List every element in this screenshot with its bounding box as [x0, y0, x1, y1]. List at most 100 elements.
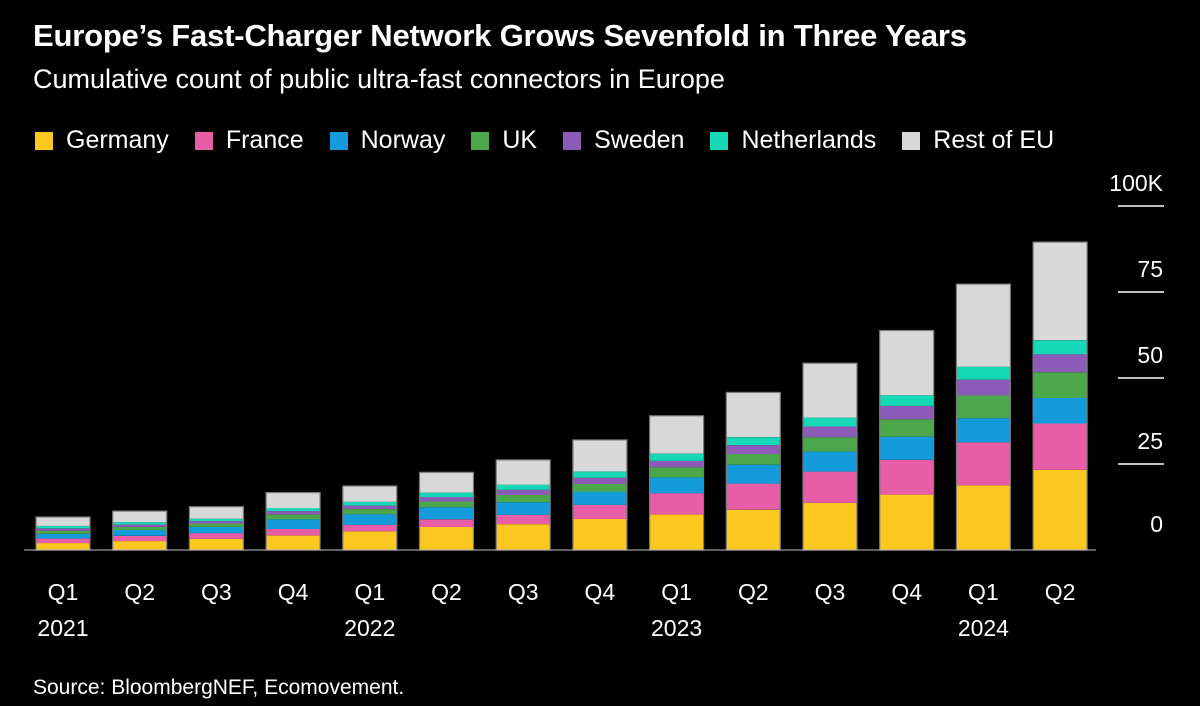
bar-segment-netherlands-8 [649, 453, 704, 461]
bar-segment-france-1 [112, 535, 167, 542]
bar-segment-uk-10 [803, 437, 857, 452]
bar-segment-germany-11 [879, 494, 934, 550]
x-tick-label-2: Q3 [201, 579, 232, 605]
bar-segment-uk-12 [956, 395, 1011, 419]
y-tick-label-0: 100K [1109, 170, 1163, 196]
bar-segment-netherlands-5 [419, 492, 474, 498]
bar-segment-rest-of-eu-4 [342, 486, 397, 502]
legend-swatch-rest-of-eu [902, 131, 921, 150]
x-tick-label-6: Q3 [508, 579, 539, 605]
x-tick-label-8: Q1 [661, 579, 692, 605]
bar-segment-sweden-8 [649, 460, 704, 468]
bar-segment-rest-of-eu-5 [419, 472, 474, 493]
bar-segment-france-3 [266, 529, 321, 536]
bar-segment-netherlands-13 [1033, 340, 1088, 355]
legend-swatch-sweden [563, 131, 582, 150]
bar-segment-uk-13 [1033, 372, 1088, 398]
x-year-label-2023: 2023 [651, 615, 702, 641]
legend-item-sweden: Sweden [563, 126, 684, 155]
legend-swatch-netherlands [710, 131, 729, 150]
bar-segment-uk-2 [189, 523, 244, 527]
bar-segment-uk-8 [649, 467, 704, 478]
bar-segment-germany-8 [649, 514, 704, 550]
bar-segment-germany-12 [956, 485, 1011, 550]
bar-segment-sweden-7 [572, 477, 627, 484]
bar-segment-netherlands-12 [956, 366, 1011, 380]
bar-segment-norway-8 [649, 477, 704, 494]
bar-segment-uk-11 [879, 419, 934, 437]
bar-segment-norway-1 [112, 530, 167, 536]
bar-segment-uk-5 [419, 501, 474, 508]
bar-segment-sweden-3 [266, 511, 321, 515]
bar-segment-rest-of-eu-7 [572, 439, 627, 472]
bar-segment-netherlands-3 [266, 508, 321, 512]
bar-segment-sweden-13 [1033, 354, 1088, 373]
x-tick-label-0: Q1 [48, 579, 79, 605]
x-tick-label-12: Q1 [968, 579, 999, 605]
bar-segment-norway-11 [879, 436, 934, 460]
legend-item-france: France [194, 126, 304, 155]
bar-segment-norway-9 [726, 464, 781, 484]
bar-segment-norway-5 [419, 507, 474, 520]
x-tick-label-5: Q2 [431, 579, 462, 605]
bar-segment-norway-6 [496, 502, 551, 515]
bar-segment-germany-0 [36, 543, 90, 550]
bar-segment-sweden-6 [496, 489, 551, 495]
bar-segment-france-13 [1033, 423, 1088, 470]
legend-label-netherlands: Netherlands [741, 126, 877, 154]
legend-swatch-france [194, 131, 213, 150]
bar-segment-netherlands-2 [189, 518, 244, 522]
bar-segment-rest-of-eu-11 [879, 330, 934, 396]
bar-segment-netherlands-10 [803, 417, 857, 427]
bar-segment-uk-6 [496, 495, 551, 503]
source-note: Source: BloombergNEF, Ecomovement. [33, 676, 405, 699]
x-tick-label-1: Q2 [124, 579, 155, 605]
legend-item-rest-of-eu: Rest of EU [902, 126, 1054, 155]
legend-item-netherlands: Netherlands [710, 126, 876, 155]
bar-segment-uk-9 [726, 454, 781, 465]
bar-segment-france-7 [572, 504, 627, 519]
bar-segment-sweden-5 [419, 497, 474, 502]
bar-segment-france-6 [496, 514, 551, 525]
legend-item-norway: Norway [329, 126, 446, 155]
bar-segment-netherlands-7 [572, 471, 627, 478]
legend-label-germany: Germany [66, 126, 169, 154]
legend-item-uk: UK [471, 126, 537, 155]
y-tick-label-3: 25 [1137, 428, 1163, 454]
bar-segment-rest-of-eu-8 [649, 415, 704, 454]
bar-segment-netherlands-6 [496, 484, 551, 490]
legend-label-france: France [225, 126, 304, 154]
bar-segment-sweden-1 [112, 524, 167, 527]
bar-segment-norway-7 [572, 491, 627, 505]
bar-segment-germany-7 [572, 519, 627, 550]
bar-segment-sweden-10 [803, 426, 857, 438]
bar-segment-uk-7 [572, 484, 627, 492]
y-tick-label-2: 50 [1137, 342, 1163, 368]
legend-label-norway: Norway [360, 126, 446, 154]
bar-segment-rest-of-eu-10 [803, 363, 857, 418]
bar-segment-germany-6 [496, 524, 551, 550]
bar-segment-rest-of-eu-6 [496, 459, 551, 485]
x-tick-label-11: Q4 [891, 579, 922, 605]
bar-segment-netherlands-0 [36, 525, 90, 529]
bar-segment-netherlands-4 [342, 501, 397, 506]
bar-segment-germany-9 [726, 509, 781, 550]
bar-segment-rest-of-eu-1 [112, 511, 167, 523]
bar-segment-norway-2 [189, 527, 244, 534]
bar-segment-germany-1 [112, 541, 167, 550]
bar-segment-netherlands-11 [879, 395, 934, 406]
legend-swatch-norway [329, 131, 348, 150]
x-tick-label-13: Q2 [1045, 579, 1076, 605]
bar-segment-norway-3 [266, 519, 321, 529]
x-tick-label-10: Q3 [815, 579, 846, 605]
x-tick-label-3: Q4 [278, 579, 309, 605]
x-tick-label-7: Q4 [585, 579, 616, 605]
bar-segment-germany-13 [1033, 469, 1088, 550]
bar-segment-norway-0 [36, 533, 90, 539]
bar-segment-france-11 [879, 459, 934, 495]
bar-segment-rest-of-eu-2 [189, 506, 244, 519]
bar-segment-france-9 [726, 483, 781, 510]
chart-subtitle: Cumulative count of public ultra-fast co… [33, 64, 725, 94]
bar-segment-germany-2 [189, 539, 244, 550]
